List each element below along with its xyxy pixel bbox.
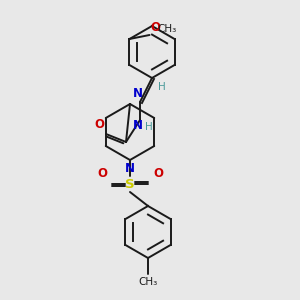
- Text: O: O: [94, 118, 104, 131]
- Text: O: O: [151, 21, 160, 34]
- Text: CH₃: CH₃: [158, 24, 177, 34]
- Text: N: N: [133, 87, 143, 100]
- Text: H: H: [145, 122, 153, 132]
- Text: O: O: [97, 167, 107, 180]
- Text: S: S: [125, 178, 135, 190]
- Text: CH₃: CH₃: [138, 277, 158, 287]
- Text: N: N: [133, 119, 143, 132]
- Text: H: H: [158, 82, 166, 92]
- Text: N: N: [125, 162, 135, 175]
- Text: O: O: [153, 167, 163, 180]
